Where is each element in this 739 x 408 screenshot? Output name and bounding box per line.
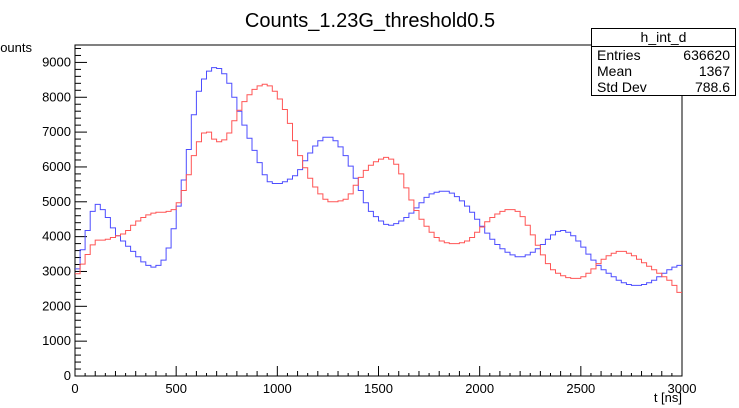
x-tick-label: 2500 (566, 381, 595, 396)
x-tick-label: 1500 (364, 381, 393, 396)
x-tick-label: 3000 (668, 381, 697, 396)
y-tick-label: 5000 (42, 194, 71, 209)
y-tick-label: 0 (64, 368, 71, 383)
y-tick-label: 6000 (42, 159, 71, 174)
y-tick-label: 4000 (42, 229, 71, 244)
y-axis-label: counts (0, 40, 32, 55)
x-axis-label: t [ns] (654, 390, 682, 405)
stats-row-std-dev: Std Dev 788.6 (592, 79, 735, 95)
x-tick-label: 500 (165, 381, 187, 396)
stats-label: Std Dev (597, 79, 647, 95)
series-layer (75, 67, 682, 293)
stats-label: Mean (597, 63, 633, 79)
stats-row-entries: Entries 636620 (592, 47, 735, 63)
stats-label: Entries (597, 47, 641, 63)
x-tick-label: 2000 (465, 381, 494, 396)
axes: 0 500 1000 1500 2000 2500 3000 0 1000 2000 3000 400… (42, 47, 697, 396)
stats-value: 636620 (683, 47, 730, 63)
series-1-line (75, 83, 682, 293)
y-tick-label: 1000 (42, 333, 71, 348)
y-tick-label: 3000 (42, 263, 71, 278)
chart-title: Counts_1.23G_threshold0.5 (245, 10, 495, 32)
y-tick-label: 7000 (42, 124, 71, 139)
stats-title: h_int_d (592, 29, 735, 47)
stats-row-mean: Mean 1367 (592, 63, 735, 79)
y-tick-label: 2000 (42, 298, 71, 313)
x-tick-label: 0 (71, 381, 78, 396)
series-0-line (75, 67, 682, 286)
stats-box: h_int_d Entries 636620 Mean 1367 Std Dev… (591, 28, 736, 96)
stats-value: 1367 (698, 63, 730, 79)
y-tick-label: 8000 (42, 89, 71, 104)
x-tick-label: 1000 (263, 381, 292, 396)
y-tick-label: 9000 (42, 54, 71, 69)
stats-value: 788.6 (694, 79, 730, 95)
